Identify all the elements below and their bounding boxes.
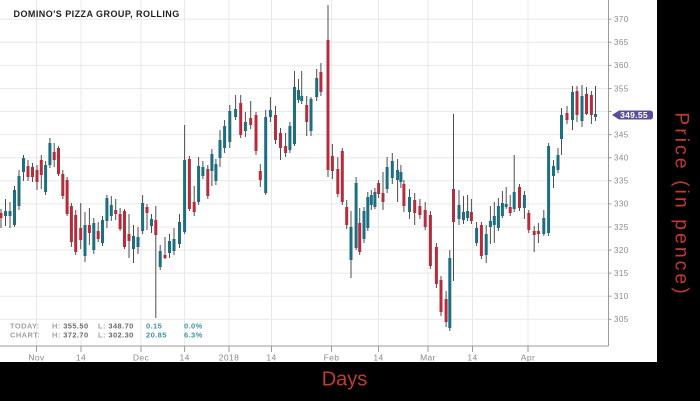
svg-text:Price (in pence): Price (in pence) (671, 112, 693, 297)
svg-text:H: 355.50: H: 355.50 (52, 322, 89, 331)
svg-text:365: 365 (614, 38, 629, 47)
svg-text:CHART:: CHART: (10, 331, 40, 340)
svg-text:6.3%: 6.3% (184, 331, 203, 340)
svg-text:14: 14 (373, 353, 383, 363)
svg-text:360: 360 (614, 61, 629, 70)
svg-text:TODAY:: TODAY: (10, 322, 40, 331)
svg-text:14: 14 (266, 353, 276, 363)
svg-text:20.85: 20.85 (146, 331, 167, 340)
svg-text:370: 370 (614, 15, 629, 24)
svg-text:320: 320 (614, 246, 629, 255)
svg-text:0.15: 0.15 (146, 322, 162, 331)
svg-text:Feb: Feb (324, 353, 340, 363)
svg-text:0.0%: 0.0% (184, 322, 203, 331)
svg-text:349.55: 349.55 (620, 110, 648, 120)
svg-text:Days: Days (322, 369, 368, 391)
svg-text:305: 305 (614, 315, 629, 324)
svg-text:14: 14 (467, 353, 477, 363)
svg-text:2018: 2018 (219, 353, 240, 363)
svg-text:330: 330 (614, 200, 629, 209)
svg-text:H: 372.70: H: 372.70 (52, 331, 89, 340)
svg-text:14: 14 (179, 353, 189, 363)
svg-text:355: 355 (614, 84, 629, 93)
svg-text:315: 315 (614, 269, 629, 278)
svg-text:Dec: Dec (133, 353, 150, 363)
svg-text:DOMINO'S PIZZA GROUP, ROLLING: DOMINO'S PIZZA GROUP, ROLLING (14, 9, 180, 19)
svg-text:L: 348.70: L: 348.70 (98, 322, 134, 331)
svg-text:Mar: Mar (420, 353, 436, 363)
svg-text:14: 14 (76, 353, 86, 363)
svg-text:345: 345 (614, 130, 629, 139)
svg-text:L: 302.30: L: 302.30 (98, 331, 134, 340)
svg-text:Apr: Apr (521, 353, 535, 363)
svg-text:310: 310 (614, 292, 629, 301)
svg-text:325: 325 (614, 223, 629, 232)
svg-text:340: 340 (614, 154, 629, 163)
svg-text:335: 335 (614, 177, 629, 186)
svg-text:Nov: Nov (28, 353, 45, 363)
